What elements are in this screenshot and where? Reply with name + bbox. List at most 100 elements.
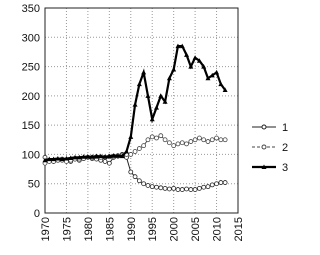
y-tick-label: 250 (22, 62, 40, 74)
marker (85, 154, 91, 159)
marker (72, 154, 78, 160)
marker (192, 187, 198, 192)
marker (166, 140, 172, 146)
marker (205, 184, 211, 190)
marker (218, 137, 224, 143)
marker (102, 159, 108, 164)
legend-label: 3 (282, 162, 288, 174)
plot-frame (44, 7, 239, 214)
marker (201, 184, 207, 190)
x-tick-label: 2005 (190, 217, 202, 241)
marker (55, 156, 61, 161)
marker (201, 137, 207, 143)
marker (51, 156, 57, 162)
marker (154, 105, 160, 110)
y-tick-label: 150 (22, 120, 40, 132)
marker (188, 139, 194, 144)
marker (222, 137, 228, 143)
marker (166, 75, 172, 81)
x-tick-label: 1990 (126, 217, 138, 241)
marker (162, 137, 168, 143)
marker (209, 137, 215, 143)
marker (196, 185, 202, 191)
marker (136, 81, 142, 87)
marker (63, 156, 69, 161)
marker (184, 186, 189, 192)
marker (81, 154, 87, 159)
marker (214, 181, 219, 187)
marker (162, 99, 168, 104)
legend-label: 1 (282, 122, 288, 134)
legend-marker (261, 164, 267, 169)
marker (196, 135, 202, 141)
x-tick-label: 2015 (233, 217, 245, 241)
marker (76, 154, 82, 160)
marker (106, 153, 112, 159)
marker (154, 184, 159, 190)
y-tick-label: 350 (22, 3, 40, 15)
x-tick-label: 1995 (147, 217, 159, 241)
x-tick-label: 2010 (212, 217, 224, 241)
marker (175, 141, 181, 147)
legend-label: 2 (282, 142, 288, 154)
marker (188, 187, 194, 192)
marker (119, 153, 125, 159)
marker (158, 133, 164, 139)
marker (201, 64, 207, 69)
marker (68, 155, 74, 160)
marker (106, 160, 112, 166)
y-tick-label: 300 (22, 32, 40, 44)
marker (175, 187, 181, 192)
marker (145, 93, 151, 98)
marker (192, 137, 198, 143)
marker (136, 146, 142, 151)
x-tick-label: 1980 (83, 217, 95, 241)
marker (123, 149, 129, 154)
marker (132, 174, 138, 180)
marker (179, 187, 185, 192)
marker (209, 182, 215, 188)
marker (214, 135, 219, 141)
marker (149, 116, 155, 122)
marker (188, 64, 194, 69)
marker (184, 141, 189, 147)
marker (59, 156, 65, 162)
x-tick-label: 1985 (104, 217, 116, 241)
marker (158, 185, 164, 191)
x-tick-label: 1970 (40, 217, 52, 241)
marker (222, 87, 228, 92)
marker (218, 180, 224, 185)
marker (128, 169, 134, 175)
marker (222, 180, 228, 185)
marker (209, 72, 215, 78)
marker (158, 93, 164, 98)
marker (214, 69, 220, 75)
marker (175, 43, 181, 49)
marker (145, 137, 151, 143)
marker (171, 67, 177, 72)
marker (179, 43, 185, 49)
y-tick-label: 100 (22, 149, 40, 161)
marker (162, 185, 168, 191)
marker (184, 52, 190, 57)
marker (136, 178, 142, 184)
marker (111, 153, 117, 158)
marker (205, 75, 211, 81)
y-tick-label: 0 (34, 208, 40, 220)
marker (115, 153, 121, 158)
marker (46, 156, 52, 162)
marker (89, 154, 95, 159)
marker (218, 81, 224, 87)
marker (205, 139, 211, 144)
marker (192, 55, 198, 60)
marker (154, 135, 159, 141)
marker (141, 181, 147, 187)
x-tick-label: 2000 (169, 217, 181, 241)
marker (171, 143, 177, 149)
marker (145, 183, 151, 188)
chart: 0 50 100 150 200 250 300 350 1970 1975 1980 1985 199… (22, 3, 288, 241)
marker (171, 185, 177, 191)
marker (128, 152, 134, 157)
marker (149, 184, 155, 190)
marker (42, 157, 48, 163)
